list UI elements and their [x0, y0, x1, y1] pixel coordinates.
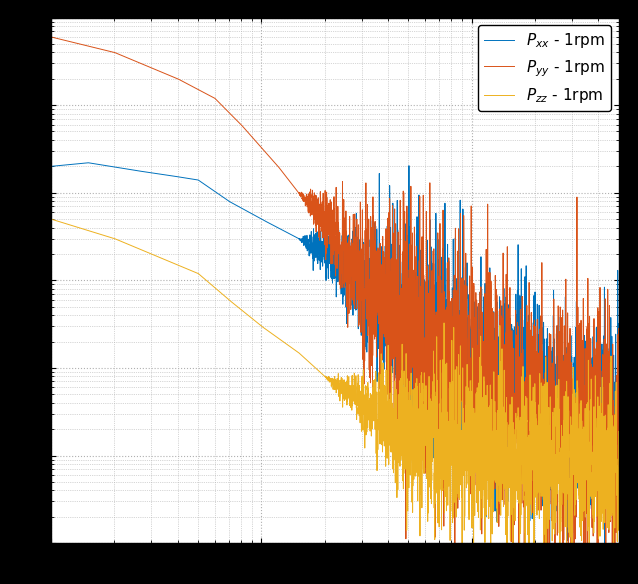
$P_{zz}$ - 1rpm [388, 377, 396, 384]
Line: $P_{yy}$ - 1rpm: $P_{yy}$ - 1rpm [51, 37, 619, 584]
$P_{zz}$ - 1rpm [471, 512, 478, 519]
$P_{xx}$ - 1rpm [417, 431, 424, 438]
$P_{zz}$ - 1rpm [417, 491, 424, 498]
$P_{xx}$ - 1rpm [615, 358, 623, 365]
$P_{yy}$ - 1rpm [514, 468, 522, 475]
$P_{xx}$ - 1rpm [84, 159, 92, 166]
Line: $P_{xx}$ - 1rpm: $P_{xx}$ - 1rpm [51, 163, 619, 559]
$P_{yy}$ - 1rpm [471, 434, 478, 441]
$P_{zz}$ - 1rpm [151, 252, 158, 259]
$P_{xx}$ - 1rpm [264, 219, 272, 226]
$P_{yy}$ - 1rpm [264, 151, 272, 158]
$P_{yy}$ - 1rpm [388, 310, 396, 317]
Legend: $P_{xx}$ - 1rpm, $P_{yy}$ - 1rpm, $P_{zz}$ - 1rpm: $P_{xx}$ - 1rpm, $P_{yy}$ - 1rpm, $P_{zz… [477, 25, 611, 112]
$P_{zz}$ - 1rpm [514, 490, 522, 497]
$P_{yy}$ - 1rpm [151, 65, 158, 72]
$P_{zz}$ - 1rpm [47, 215, 55, 223]
$P_{xx}$ - 1rpm [47, 163, 55, 170]
$P_{zz}$ - 1rpm [264, 327, 272, 334]
$P_{xx}$ - 1rpm [514, 353, 522, 360]
$P_{xx}$ - 1rpm [388, 281, 396, 288]
$P_{zz}$ - 1rpm [487, 581, 494, 584]
$P_{zz}$ - 1rpm [615, 457, 623, 464]
$P_{xx}$ - 1rpm [601, 556, 609, 563]
$P_{yy}$ - 1rpm [47, 33, 55, 40]
$P_{yy}$ - 1rpm [615, 516, 623, 523]
$P_{xx}$ - 1rpm [151, 170, 158, 177]
$P_{yy}$ - 1rpm [417, 359, 424, 366]
Line: $P_{zz}$ - 1rpm: $P_{zz}$ - 1rpm [51, 219, 619, 584]
$P_{xx}$ - 1rpm [471, 394, 478, 401]
